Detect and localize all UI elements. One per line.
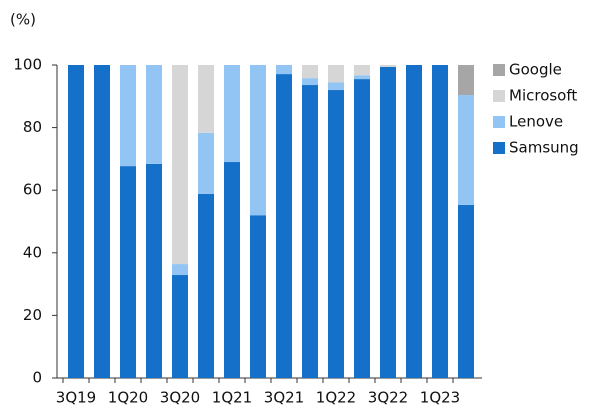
y-tick-label: 0 — [32, 369, 42, 387]
bar — [354, 65, 370, 76]
legend-label: Lenove — [509, 113, 563, 131]
bar — [458, 65, 474, 96]
bar — [250, 65, 266, 216]
legend-label: Samsung — [509, 139, 579, 157]
bar — [198, 65, 214, 133]
bar — [406, 65, 422, 378]
legend-swatch — [493, 142, 505, 154]
bar — [276, 65, 292, 75]
y-tick-label: 100 — [13, 56, 42, 74]
bar — [458, 95, 474, 205]
bar — [380, 65, 396, 67]
bar — [354, 79, 370, 379]
x-tick-label: 3Q20 — [160, 389, 200, 407]
legend-label: Microsoft — [509, 87, 577, 105]
bar — [68, 65, 84, 378]
bar — [328, 90, 344, 378]
bar — [432, 65, 448, 378]
bar — [458, 204, 474, 378]
legend-swatch — [493, 64, 505, 76]
bar — [172, 275, 188, 378]
bar — [224, 65, 240, 163]
bar — [198, 132, 214, 194]
y-tick-label: 20 — [23, 306, 42, 324]
bar — [146, 163, 162, 378]
bar — [328, 65, 344, 83]
y-tick-label: 80 — [23, 118, 42, 136]
bar — [276, 74, 292, 379]
bar — [94, 65, 110, 378]
x-tick-label: 3Q21 — [264, 389, 304, 407]
y-axis-label: (%) — [10, 11, 36, 29]
legend-swatch — [493, 90, 505, 102]
x-tick-label: 1Q21 — [212, 389, 252, 407]
bar — [250, 215, 266, 378]
legend-swatch — [493, 116, 505, 128]
bar — [146, 65, 162, 164]
bar — [380, 66, 396, 379]
bar — [302, 85, 318, 379]
x-tick-label: 3Q19 — [56, 389, 96, 407]
x-tick-label: 3Q22 — [368, 389, 408, 407]
bar — [302, 65, 318, 79]
bar — [328, 82, 344, 91]
bar — [172, 65, 188, 265]
y-tick-label: 60 — [23, 181, 42, 199]
bar — [120, 166, 136, 378]
y-tick-label: 40 — [23, 243, 42, 261]
bar — [198, 193, 214, 378]
bar — [120, 65, 136, 167]
bar — [354, 75, 370, 80]
x-tick-label: 1Q23 — [420, 389, 460, 407]
legend-label: Google — [509, 61, 562, 79]
x-tick-label: 1Q20 — [108, 389, 148, 407]
bar — [302, 78, 318, 86]
x-tick-label: 1Q22 — [316, 389, 356, 407]
bar — [172, 264, 188, 276]
bar — [224, 162, 240, 378]
